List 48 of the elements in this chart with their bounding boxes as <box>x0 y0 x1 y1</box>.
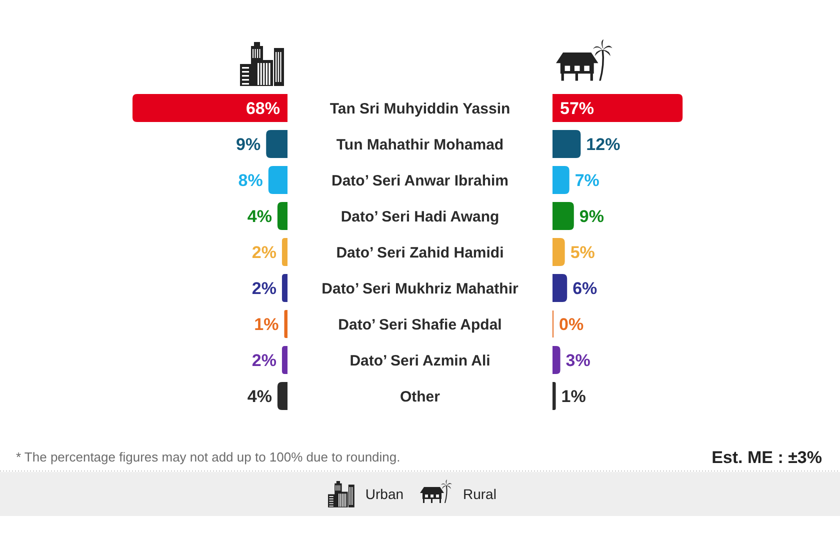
data-label: 6% <box>572 278 598 298</box>
bar <box>282 238 288 266</box>
data-label: 0% <box>559 314 584 334</box>
bar <box>552 382 556 410</box>
bar <box>552 346 560 374</box>
data-label: 3% <box>566 350 590 370</box>
data-label: 57% <box>560 98 594 118</box>
y-tick-label: Other <box>400 388 440 406</box>
data-label: 2% <box>252 350 276 370</box>
y-tick-label: Dato’ Seri Mukhriz Mahathir <box>322 280 519 298</box>
data-label: 5% <box>570 242 595 262</box>
bar <box>132 94 288 122</box>
data-label: 68% <box>246 98 280 118</box>
bar <box>277 382 288 410</box>
text: Est. ME : ±3% <box>712 448 822 467</box>
y-tick-label: Dato’ Seri Hadi Awang <box>340 208 500 226</box>
y-tick-label: Dato’ Seri Azmin Ali <box>350 352 490 370</box>
data-label: 2% <box>252 242 276 262</box>
data-label: 4% <box>247 206 272 226</box>
bar <box>277 202 288 230</box>
data-label: 12% <box>586 134 620 154</box>
data-label: 1% <box>561 386 586 406</box>
bar <box>284 310 288 338</box>
bar <box>282 346 288 374</box>
bar <box>552 274 568 302</box>
data-label: 7% <box>574 170 600 190</box>
bar <box>552 166 570 194</box>
bar <box>552 202 574 230</box>
data-label: 8% <box>238 170 263 190</box>
y-tick-label: Dato’ Seri Anwar Ibrahim <box>332 172 508 190</box>
legend-label: Rural <box>463 486 496 502</box>
bar <box>552 238 565 266</box>
y-tick-label: Tun Mahathir Mohamad <box>336 136 504 154</box>
bar <box>552 130 581 158</box>
data-label: 9% <box>579 206 604 226</box>
y-tick-label: Tan Sri Muhyiddin Yassin <box>330 100 510 118</box>
bar <box>268 166 288 194</box>
data-label: 9% <box>236 134 261 154</box>
data-label: 2% <box>252 278 276 298</box>
data-label: 4% <box>247 386 272 406</box>
bar <box>266 130 288 158</box>
data-label: 1% <box>254 314 279 334</box>
bar <box>282 274 288 302</box>
bar <box>552 94 683 122</box>
legend-label: Urban <box>365 486 404 502</box>
y-tick-label: Dato’ Seri Zahid Hamidi <box>336 244 504 262</box>
y-tick-label: Dato’ Seri Shafie Apdal <box>338 316 502 334</box>
text: * The percentage figures may not add up to 100% due to rounding. <box>16 450 400 465</box>
